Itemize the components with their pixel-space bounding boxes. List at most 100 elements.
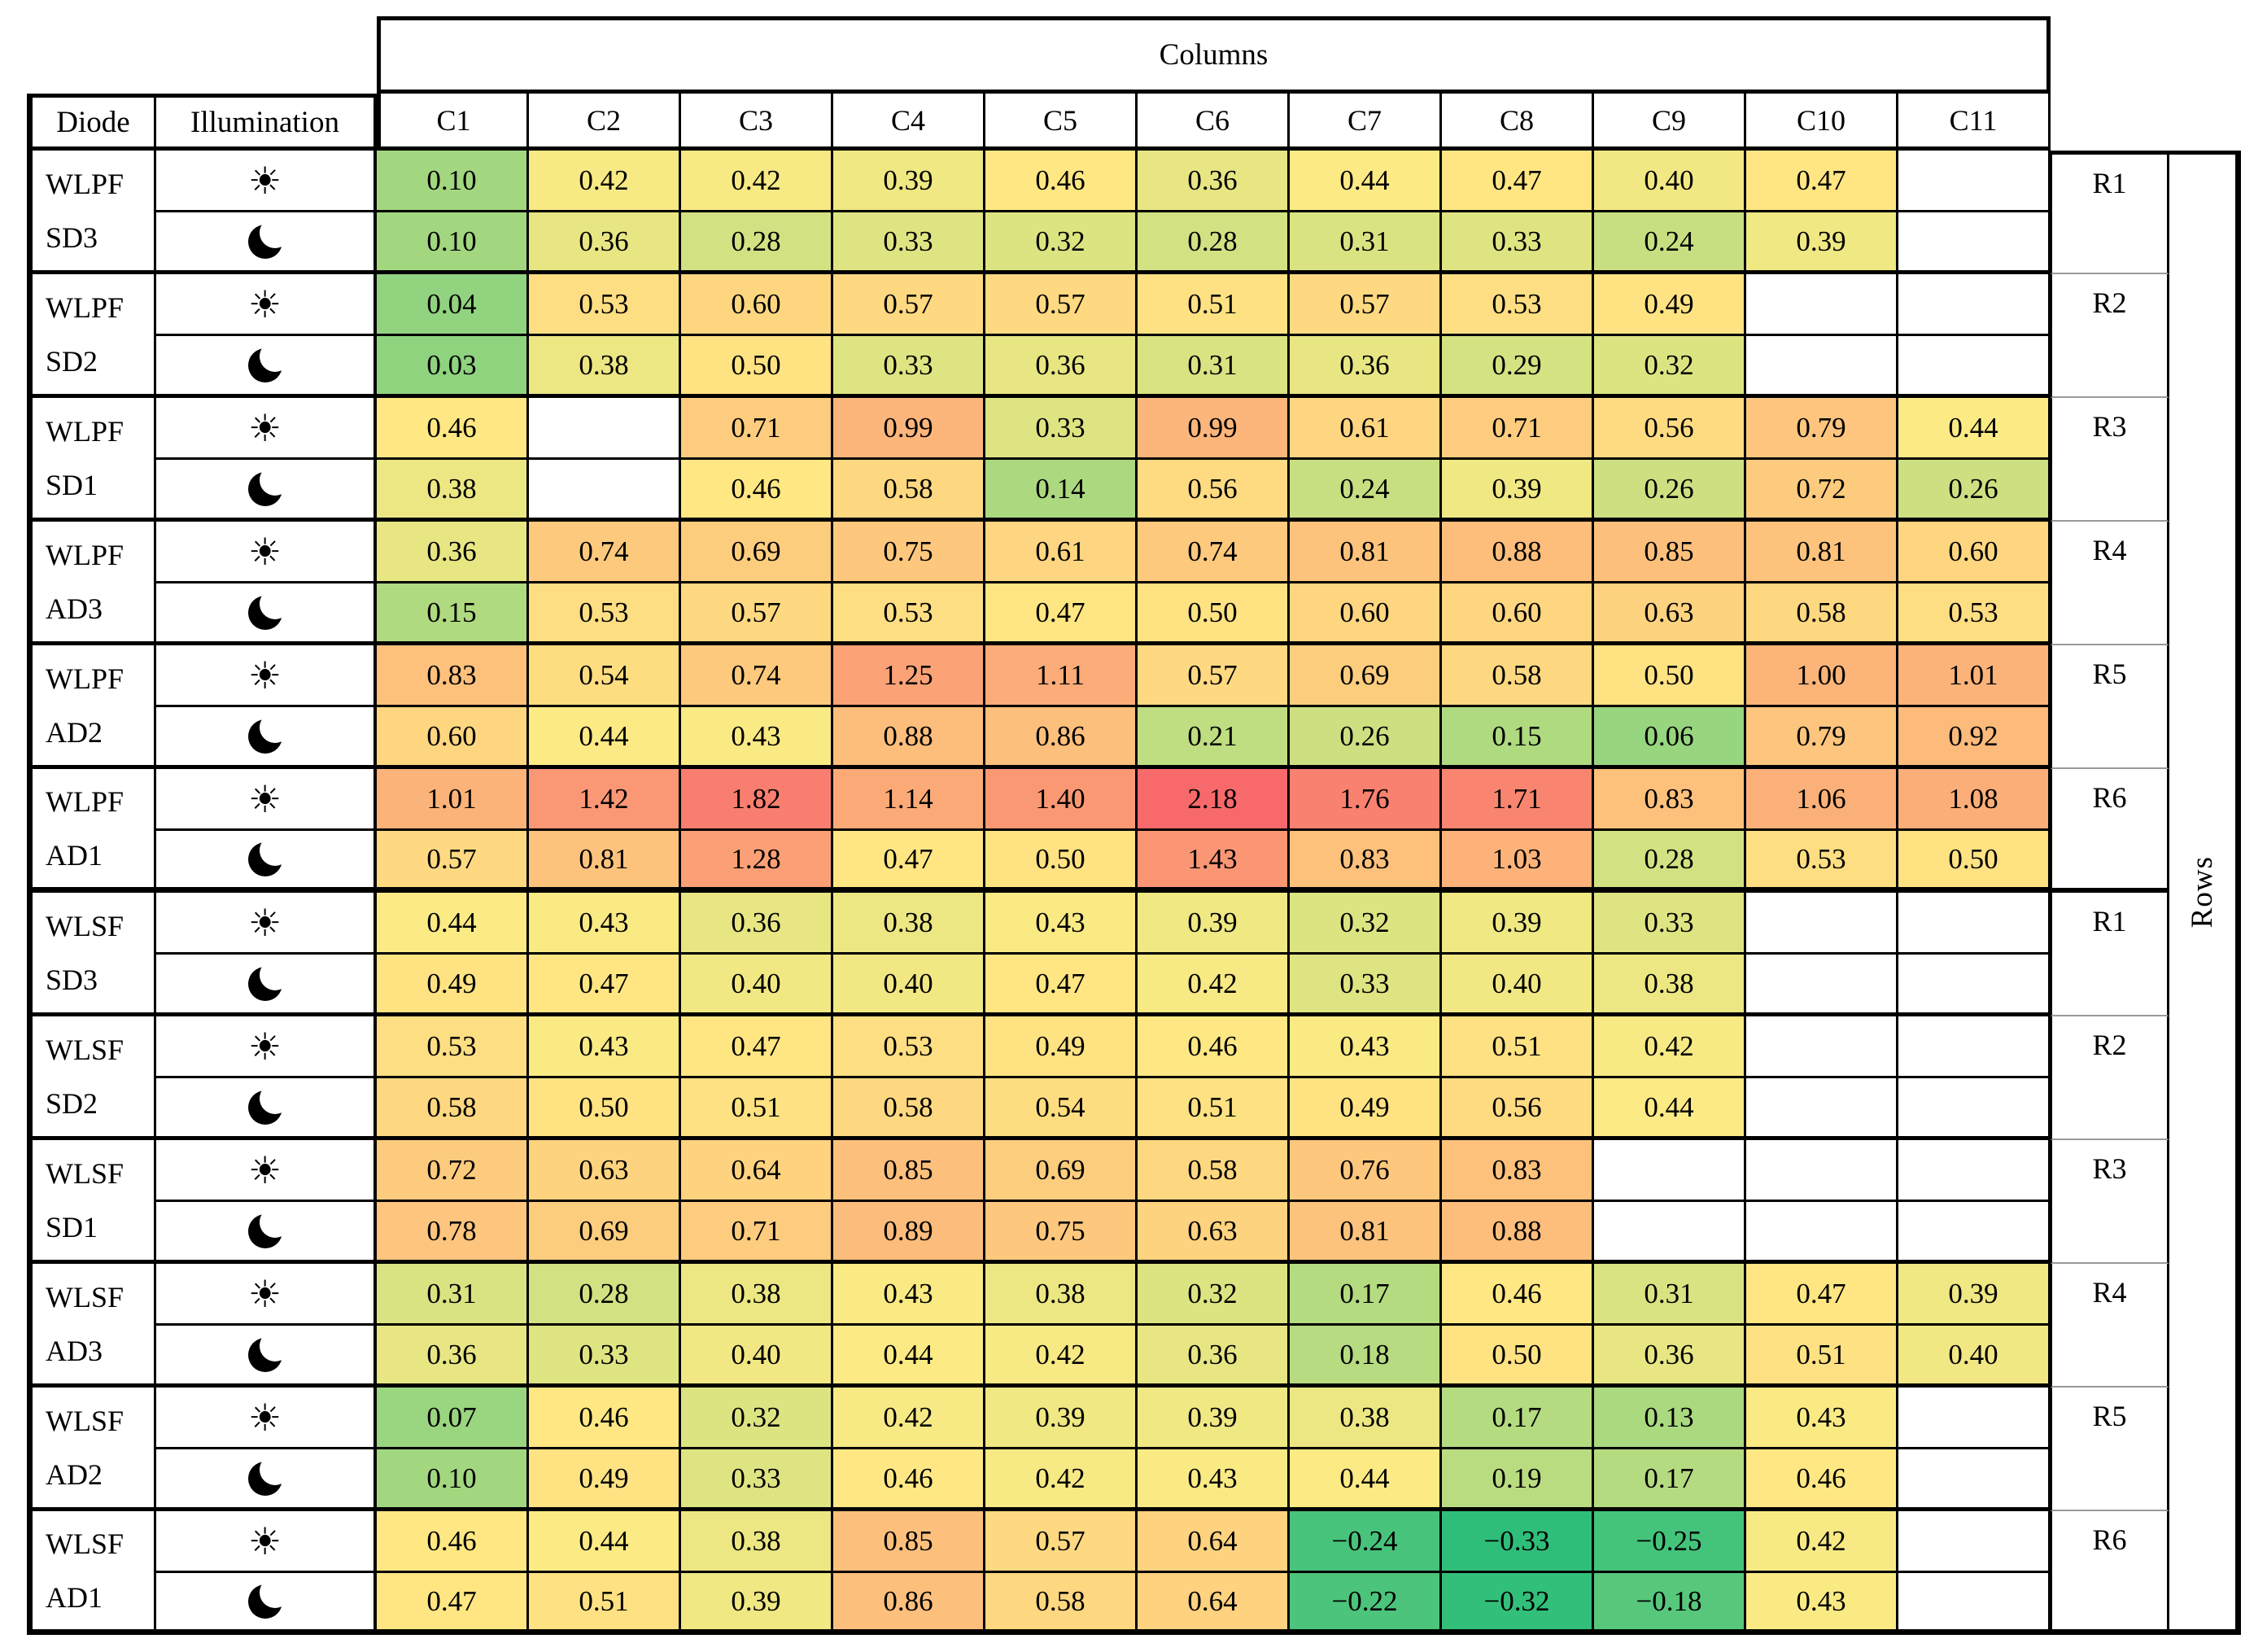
value-cell: 0.56 [1442, 1078, 1594, 1140]
value-cell: 0.81 [529, 831, 681, 893]
value-cell-empty [529, 460, 681, 522]
value-cell: 0.44 [1594, 1078, 1746, 1140]
value-cell: 0.42 [1138, 955, 1290, 1016]
value-cell: 0.63 [1138, 1202, 1290, 1264]
value-cell: 0.79 [1746, 707, 1898, 769]
value-cell: 0.26 [1898, 460, 2051, 522]
value-cell: 0.46 [1746, 1449, 1898, 1511]
value-cell-empty [1898, 1511, 2051, 1573]
rows-axis-label: Rows [2186, 855, 2219, 929]
illumination-cell-day: ☀ [156, 769, 377, 831]
value-cell: 0.43 [681, 707, 833, 769]
value-cell: 0.63 [1594, 583, 1746, 645]
value-cell: 0.44 [377, 893, 529, 955]
value-cell-empty [1746, 1140, 1898, 1202]
value-cell: 0.50 [985, 831, 1138, 893]
value-cell: 0.47 [1746, 151, 1898, 212]
value-cell: 0.38 [681, 1264, 833, 1326]
row-group-label: R1 [2051, 151, 2169, 274]
moon-icon [247, 959, 290, 1001]
row-group-label: R5 [2051, 645, 2169, 769]
value-cell: 0.58 [1138, 1140, 1290, 1202]
value-cell: 0.57 [985, 274, 1138, 336]
column-header: C4 [833, 94, 985, 151]
value-cell: 0.33 [529, 1326, 681, 1388]
value-cell: 0.36 [377, 522, 529, 583]
diode-label-line: SD1 [46, 468, 98, 501]
value-cell: 0.61 [1290, 398, 1442, 460]
value-cell-empty [1746, 1078, 1898, 1140]
columns-axis-header: Columns [377, 16, 2051, 94]
diode-label: WLPF SD2 [27, 274, 156, 398]
value-cell: 0.49 [1290, 1078, 1442, 1140]
illumination-cell-day: ☀ [156, 645, 377, 707]
diode-label-line: SD3 [46, 963, 98, 996]
illumination-cell-night [156, 1573, 377, 1635]
value-cell: 0.89 [833, 1202, 985, 1264]
value-cell: 0.39 [1138, 893, 1290, 955]
diode-column-header: Diode [27, 94, 156, 151]
value-cell: 0.99 [833, 398, 985, 460]
value-cell: 0.43 [1138, 1449, 1290, 1511]
value-cell: 0.85 [833, 1140, 985, 1202]
value-cell: 0.26 [1290, 707, 1442, 769]
value-cell: 0.75 [985, 1202, 1138, 1264]
diode-label: WLPF AD3 [27, 522, 156, 645]
value-cell-empty [529, 398, 681, 460]
illumination-cell-night [156, 1326, 377, 1388]
illumination-cell-day: ☀ [156, 1388, 377, 1449]
value-cell: 0.28 [681, 212, 833, 274]
value-cell: 0.86 [833, 1573, 985, 1635]
moon-icon [247, 340, 290, 382]
value-cell: 0.53 [833, 1016, 985, 1078]
value-cell: 0.06 [1594, 707, 1746, 769]
value-cell: 0.39 [833, 151, 985, 212]
value-cell: 0.46 [985, 151, 1138, 212]
value-cell: 0.39 [1442, 460, 1594, 522]
value-cell: 0.39 [1746, 212, 1898, 274]
row-group-label: R5 [2051, 1388, 2169, 1511]
value-cell: 0.24 [1594, 212, 1746, 274]
value-cell: 1.14 [833, 769, 985, 831]
value-cell: 0.46 [1442, 1264, 1594, 1326]
value-cell: 0.10 [377, 1449, 529, 1511]
value-cell: 0.42 [1746, 1511, 1898, 1573]
value-cell: 0.83 [1290, 831, 1442, 893]
diode-label: WLSF SD3 [27, 893, 156, 1016]
value-cell: 0.50 [1898, 831, 2051, 893]
illumination-cell-day: ☀ [156, 1140, 377, 1202]
value-cell: 1.76 [1290, 769, 1442, 831]
value-cell: 0.47 [985, 583, 1138, 645]
sun-icon: ☀ [247, 405, 282, 450]
value-cell: −0.33 [1442, 1511, 1594, 1573]
row-group-label: R6 [2051, 769, 2169, 893]
illumination-cell-day: ☀ [156, 1264, 377, 1326]
diode-label: WLSF AD1 [27, 1511, 156, 1635]
value-cell: 0.46 [529, 1388, 681, 1449]
value-cell: 1.00 [1746, 645, 1898, 707]
value-cell: 0.69 [1290, 645, 1442, 707]
value-cell: 0.71 [681, 398, 833, 460]
row-group-label: R6 [2051, 1511, 2169, 1635]
value-cell: 0.10 [377, 151, 529, 212]
value-cell: 0.38 [1290, 1388, 1442, 1449]
value-cell: 0.32 [1594, 336, 1746, 398]
value-cell-empty [1746, 274, 1898, 336]
illumination-cell-night [156, 707, 377, 769]
value-cell: 0.38 [833, 893, 985, 955]
value-cell: −0.32 [1442, 1573, 1594, 1635]
value-cell: 0.76 [1290, 1140, 1442, 1202]
illumination-cell-day: ☀ [156, 1511, 377, 1573]
value-cell: 0.60 [681, 274, 833, 336]
sun-icon: ☀ [247, 282, 282, 326]
value-cell: 0.47 [985, 955, 1138, 1016]
value-cell: 1.25 [833, 645, 985, 707]
column-header: C6 [1138, 94, 1290, 151]
value-cell: 0.36 [681, 893, 833, 955]
value-cell-empty [1898, 1202, 2051, 1264]
illumination-cell-day: ☀ [156, 522, 377, 583]
value-cell: 0.36 [529, 212, 681, 274]
value-cell: 0.46 [833, 1449, 985, 1511]
moon-icon [247, 1206, 290, 1248]
